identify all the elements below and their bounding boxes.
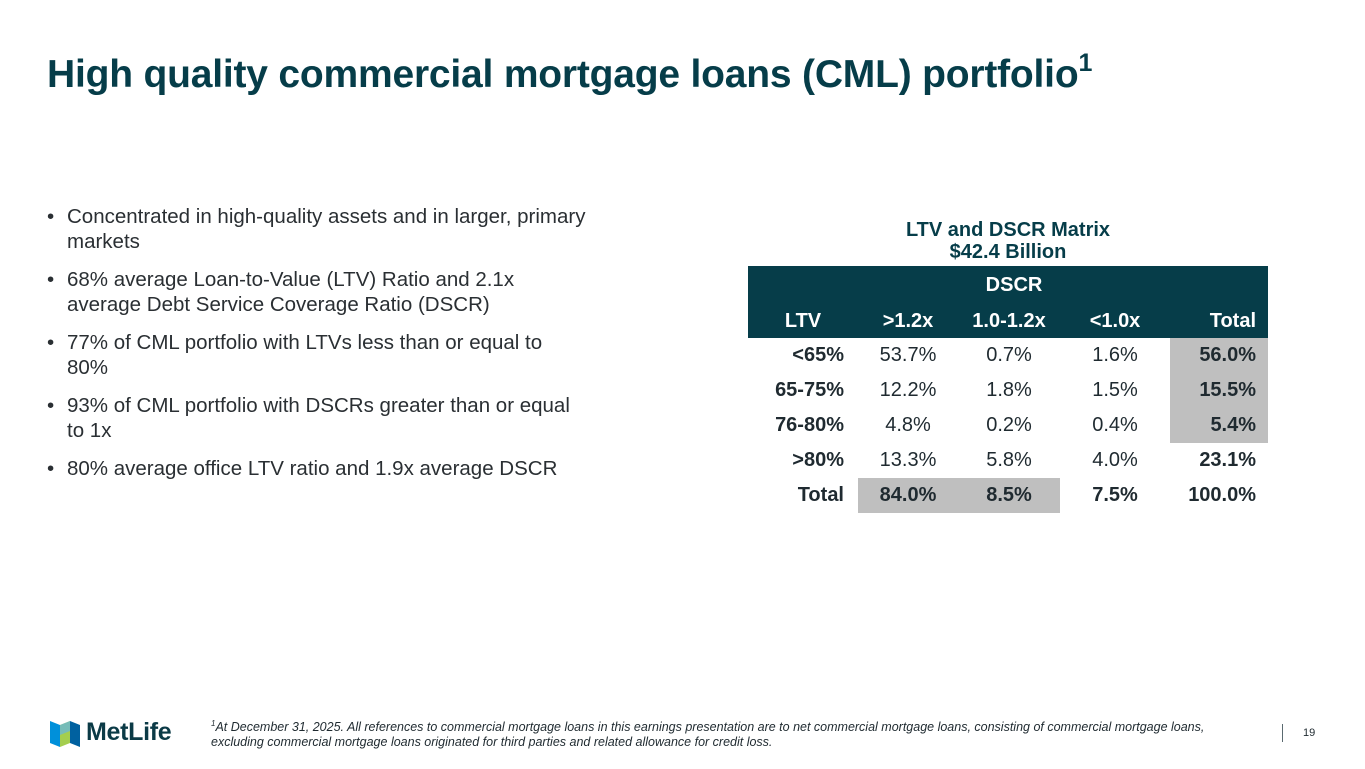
matrix-total-row: Total 84.0% 8.5% 7.5% 100.0%: [748, 478, 1268, 513]
matrix-column-total: 8.5%: [958, 478, 1060, 513]
page-number: 19: [1303, 727, 1316, 739]
matrix-row-total: 15.5%: [1170, 373, 1269, 408]
matrix-column-total: 7.5%: [1092, 484, 1138, 506]
matrix-row-label: >80%: [792, 449, 844, 471]
matrix-column-header: 1.0-1.2x: [958, 304, 1060, 338]
matrix-heading: LTV and DSCR Matrix $42.4 Billion: [748, 219, 1268, 263]
bullet-dot: •: [47, 331, 55, 354]
bullet-item: • Concentrated in high-quality assets and…: [46, 204, 586, 254]
matrix-cell: 4.0%: [1092, 449, 1138, 471]
matrix-cell: 53.7%: [879, 344, 937, 366]
matrix-cell: 1.8%: [986, 379, 1032, 401]
metlife-logo-text: MetLife: [86, 718, 172, 746]
footnote: 1At December 31, 2025. All references to…: [211, 716, 1251, 750]
matrix-row: 76-80% 4.8% 0.2% 0.4% 5.4%: [748, 408, 1269, 443]
bullet-list: • Concentrated in high-quality assets and…: [46, 204, 586, 494]
bullet-dot: •: [47, 394, 55, 417]
matrix-row-label: 76-80%: [775, 414, 844, 436]
matrix-header-blank: [748, 266, 858, 304]
bullet-text: 93% of CML portfolio with DSCRs greater …: [67, 394, 570, 442]
bullet-text: Concentrated in high-quality assets and …: [67, 205, 586, 253]
bullet-dot: •: [47, 457, 55, 480]
matrix-grand-total: 100.0%: [1188, 484, 1257, 506]
matrix-title: LTV and DSCR Matrix: [905, 219, 1111, 241]
bullet-item: • 68% average Loan-to-Value (LTV) Ratio a…: [46, 267, 586, 317]
slide-title: High quality commercial mortgage loans (…: [47, 51, 1092, 97]
matrix-cell: 5.8%: [986, 449, 1032, 471]
matrix-header-blank: [1170, 266, 1269, 304]
footnote-marker: 1: [211, 719, 216, 728]
matrix-cell: 12.2%: [879, 379, 937, 401]
matrix-cell: 1.6%: [1092, 344, 1138, 366]
bullet-item: • 93% of CML portfolio with DSCRs greater…: [46, 393, 586, 443]
matrix-row: 65-75% 12.2% 1.8% 1.5% 15.5%: [748, 373, 1269, 408]
footnote-text: At December 31, 2025. All references to …: [211, 720, 1205, 750]
ltv-dscr-matrix: DSCR LTV >1.2x 1.0-1.2x <1.0x Total <65%…: [748, 266, 1269, 513]
matrix-row-total: 5.4%: [1170, 408, 1269, 443]
matrix-row: >80% 13.3% 5.8% 4.0% 23.1%: [748, 443, 1268, 478]
title-footnote-marker: 1: [1078, 49, 1093, 77]
matrix-row-total: 23.1%: [1199, 449, 1257, 471]
matrix-row-label: <65%: [792, 344, 844, 366]
bullet-dot: •: [47, 205, 55, 228]
bullet-item: • 77% of CML portfolio with LTVs less tha…: [46, 330, 586, 380]
bullet-item: • 80% average office LTV ratio and 1.9x a…: [46, 456, 586, 481]
matrix-row: <65% 53.7% 0.7% 1.6% 56.0%: [748, 338, 1269, 373]
bullet-text: 80% average office LTV ratio and 1.9x av…: [67, 457, 558, 480]
matrix-row-label: 65-75%: [775, 379, 844, 401]
matrix-column-header-row: LTV >1.2x 1.0-1.2x <1.0x Total: [748, 304, 1269, 338]
matrix-group-header-row: DSCR: [748, 266, 1269, 304]
metlife-logo-icon: [50, 720, 80, 747]
metlife-logo: MetLife: [50, 718, 172, 747]
matrix-cell: 0.2%: [986, 414, 1032, 436]
matrix-row-label: Total: [797, 484, 844, 506]
slide-title-text: High quality commercial mortgage loans (…: [47, 53, 1079, 96]
bullet-text: 77% of CML portfolio with LTVs less than…: [67, 331, 543, 379]
matrix-column-total: 84.0%: [858, 478, 958, 513]
matrix-column-header: <1.0x: [1060, 304, 1171, 338]
matrix-cell: 0.4%: [1092, 414, 1138, 436]
matrix-group-header: DSCR: [858, 266, 1171, 304]
matrix-subtitle: $42.4 Billion: [949, 241, 1067, 263]
matrix-cell: 4.8%: [885, 414, 931, 436]
matrix-row-total: 56.0%: [1170, 338, 1269, 373]
matrix-column-header: >1.2x: [858, 304, 958, 338]
bullet-dot: •: [47, 268, 55, 291]
matrix-cell: 1.5%: [1092, 379, 1138, 401]
matrix-column-header: LTV: [748, 304, 858, 338]
bullet-text: 68% average Loan-to-Value (LTV) Ratio an…: [67, 268, 515, 316]
matrix-cell: 13.3%: [879, 449, 937, 471]
matrix-column-header: Total: [1170, 304, 1269, 338]
matrix-cell: 0.7%: [986, 344, 1032, 366]
footer-divider: [1282, 724, 1283, 742]
